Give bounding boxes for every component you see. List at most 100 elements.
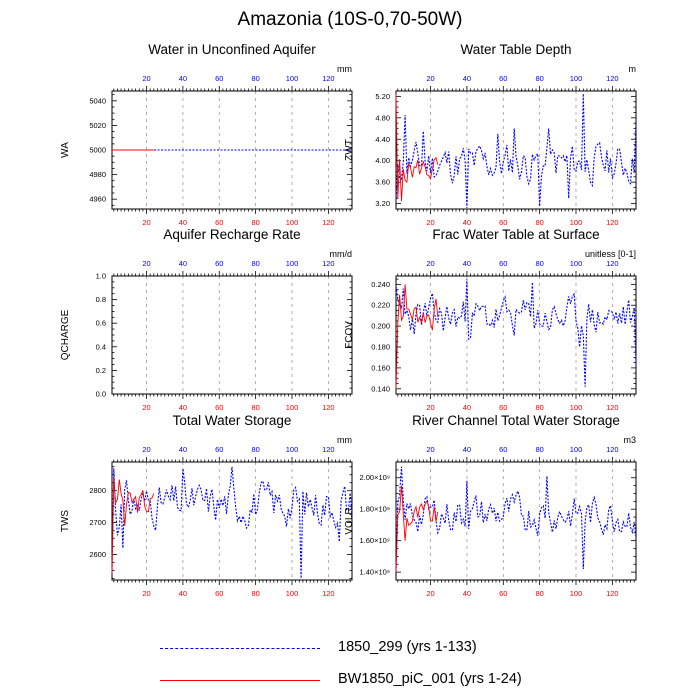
page-title: Amazonia (10S-0,70-50W) [237, 9, 463, 30]
x-tick-label-top: 120 [606, 445, 619, 454]
y-tick-label: 1.80×10⁹ [359, 505, 390, 514]
x-tick-label-top: 20 [426, 445, 434, 454]
legend-label-case-a: 1850_299 (yrs 1-133) [338, 639, 477, 655]
x-tick-label-top: 40 [179, 74, 187, 83]
y-tick-label: 5040 [89, 96, 106, 105]
panel-title: River Channel Total Water Storage [412, 413, 620, 428]
y-tick-label: 1.0 [96, 272, 106, 281]
y-tick-label: 0.140 [371, 384, 390, 393]
x-tick-label-bottom: 120 [606, 218, 619, 227]
y-tick-label: 0.8 [96, 295, 106, 304]
series-line-1850-299 [111, 466, 353, 579]
x-tick-label-bottom: 20 [426, 589, 434, 598]
y-tick-label: 1.40×10⁹ [359, 568, 390, 577]
x-tick-label-top: 80 [535, 74, 543, 83]
y-tick-label: 5020 [89, 121, 106, 130]
x-tick-label-bottom: 20 [142, 403, 150, 412]
x-tick-label-top: 120 [322, 445, 335, 454]
x-tick-label-bottom: 120 [606, 403, 619, 412]
y-tick-label: 0.180 [371, 343, 390, 352]
panel-units: mm/d [330, 249, 353, 259]
x-tick-label-bottom: 80 [251, 218, 259, 227]
x-tick-label-top: 100 [286, 259, 299, 268]
x-tick-label-top: 80 [535, 259, 543, 268]
x-tick-label-top: 60 [499, 259, 507, 268]
y-tick-label: 2.00×10⁹ [359, 473, 390, 482]
x-tick-label-bottom: 20 [142, 589, 150, 598]
x-tick-label-top: 120 [322, 74, 335, 83]
x-tick-label-bottom: 100 [570, 218, 583, 227]
x-tick-label-bottom: 40 [179, 218, 187, 227]
plot-frame [395, 461, 637, 581]
x-tick-label-bottom: 20 [426, 403, 434, 412]
x-tick-label-top: 40 [463, 259, 471, 268]
x-tick-label-top: 60 [215, 445, 223, 454]
x-tick-label-top: 120 [606, 74, 619, 83]
series-line-bw1850-picontrol [111, 477, 155, 574]
legend-entry-case-b: BW1850_piC_001 (yrs 1-24) [160, 671, 680, 691]
plot-frame [111, 275, 353, 395]
x-tick-label-bottom: 80 [535, 589, 543, 598]
x-tick-label-top: 100 [570, 74, 583, 83]
y-axis-label: TWS [60, 510, 71, 533]
y-tick-label: 0.2 [96, 366, 106, 375]
x-tick-label-bottom: 120 [322, 218, 335, 227]
y-tick-label: 4.00 [375, 156, 390, 165]
x-tick-label-top: 100 [570, 445, 583, 454]
x-tick-label-bottom: 120 [322, 589, 335, 598]
legend-label-case-b: BW1850_piC_001 (yrs 1-24) [338, 671, 522, 687]
y-tick-label: 0.240 [371, 280, 390, 289]
panel-3: Frac Water Table at Surface unitless [0-1… [344, 227, 637, 412]
x-tick-label-top: 60 [215, 74, 223, 83]
y-tick-label: 0.160 [371, 363, 390, 372]
x-tick-label-bottom: 100 [570, 589, 583, 598]
plot-frame [395, 275, 637, 395]
series-line-bw1850-picontrol [395, 284, 439, 389]
x-tick-label-top: 60 [215, 259, 223, 268]
x-tick-label-bottom: 80 [251, 403, 259, 412]
x-tick-label-top: 40 [463, 74, 471, 83]
y-axis-label: QCHARGE [60, 309, 71, 360]
x-tick-label-bottom: 80 [535, 403, 543, 412]
x-tick-label-top: 80 [251, 259, 259, 268]
x-tick-label-top: 80 [535, 445, 543, 454]
x-tick-label-bottom: 40 [463, 403, 471, 412]
panel-units: mm [337, 435, 352, 445]
y-axis-label: FCOV [344, 321, 355, 349]
x-tick-label-top: 60 [499, 445, 507, 454]
x-tick-label-bottom: 40 [463, 589, 471, 598]
x-tick-label-bottom: 40 [179, 589, 187, 598]
x-tick-label-top: 20 [142, 259, 150, 268]
panel-title: Frac Water Table at Surface [432, 227, 599, 242]
y-tick-label: 0.200 [371, 322, 390, 331]
panel-units: m [629, 64, 637, 74]
x-tick-label-bottom: 120 [606, 589, 619, 598]
plot-frame [111, 461, 353, 581]
x-tick-label-bottom: 100 [286, 589, 299, 598]
panel-title: Aquifer Recharge Rate [163, 227, 300, 242]
y-tick-label: 2800 [89, 486, 106, 495]
x-tick-label-bottom: 100 [286, 218, 299, 227]
x-tick-label-top: 20 [426, 74, 434, 83]
panel-2: Aquifer Recharge Rate mm/d QCHARGE 20 40 60 80… [60, 227, 353, 412]
panel-title: Water in Unconfined Aquifer [148, 42, 316, 57]
x-tick-label-top: 100 [570, 259, 583, 268]
x-tick-label-top: 20 [142, 445, 150, 454]
panel-1: Water Table Depth m ZWT 20 40 60 80 100 120 20 40 6… [344, 42, 637, 227]
x-tick-label-top: 120 [606, 259, 619, 268]
y-axis-label: WA [60, 142, 71, 158]
y-tick-label: 2700 [89, 518, 106, 527]
x-tick-label-bottom: 100 [286, 403, 299, 412]
panel-0: Water in Unconfined Aquifer mm WA 20 40 60 80 1… [60, 42, 353, 227]
plot-frame [395, 90, 637, 210]
legend-swatch-solid [160, 680, 320, 681]
x-tick-label-bottom: 60 [499, 589, 507, 598]
y-tick-label: 4960 [89, 195, 106, 204]
x-tick-label-bottom: 80 [251, 589, 259, 598]
y-axis-label: VOLR [344, 507, 355, 534]
series-line-1850-299 [395, 466, 637, 573]
y-tick-label: 5.20 [375, 92, 390, 101]
y-tick-label: 4.40 [375, 135, 390, 144]
